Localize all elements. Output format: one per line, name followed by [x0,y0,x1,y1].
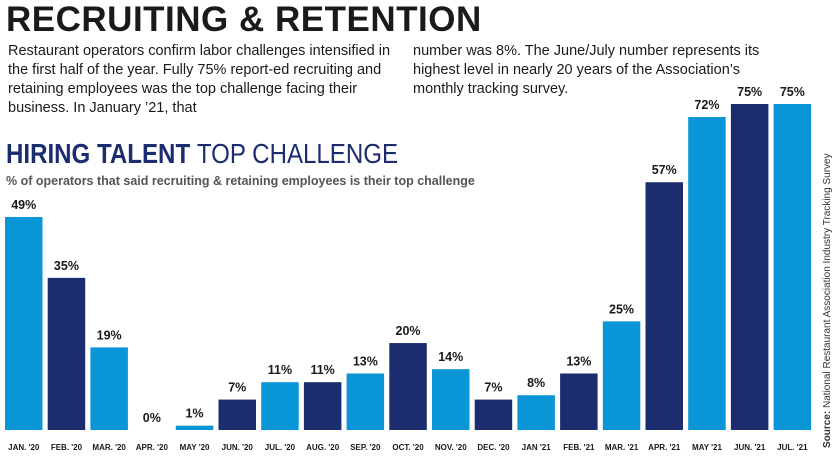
category-label: JUN. '21 [734,443,766,452]
bar-0 [5,217,43,430]
category-label: JUL. '20 [265,443,296,452]
bar-1 [47,277,86,430]
bar-value-label: 13% [566,354,591,368]
bar-12 [517,395,555,430]
bar-15 [645,182,683,430]
bar-7 [303,382,342,430]
bar-value-label: 11% [268,363,292,377]
bar-5 [218,399,256,430]
bar-value-label: 20% [396,324,421,338]
bar-13 [560,373,598,430]
bar-9 [389,343,427,430]
chart-title-light: TOP CHALLENGE [196,138,399,169]
category-label: MAR. '21 [605,443,639,452]
bar-value-label: 7% [228,381,246,395]
category-label: NOV. '20 [435,443,467,452]
category-label: MAY '20 [180,443,210,452]
source-text: National Restaurant Association Industry… [822,153,833,408]
category-label: MAR. '20 [92,443,126,452]
chart-subtitle: % of operators that said recruiting & re… [6,174,475,188]
bar-value-label: 1% [186,407,204,421]
bar-14 [602,321,641,430]
category-label: DEC. '20 [477,443,510,452]
category-label: FEB. '20 [51,443,83,452]
bar-value-label: 49% [11,198,36,212]
bar-value-label: 72% [694,98,719,112]
bar-value-label: 11% [310,363,334,377]
bar-18 [773,104,812,430]
bar-11 [474,399,513,430]
category-label: APR. '21 [648,443,681,452]
category-label: OCT. '20 [392,443,424,452]
bar-value-label: 57% [652,163,677,177]
bar-8 [346,373,385,430]
bar-value-label: 7% [484,381,502,395]
category-label: JAN. '20 [8,443,40,452]
source-label: Source: [822,410,833,448]
source-note: Source: National Restaurant Association … [822,108,833,456]
category-label: SEP. '20 [350,443,381,452]
intro-text-left: Restaurant operators confirm labor chall… [8,43,391,116]
bar-value-label: 19% [97,328,122,342]
category-label: FEB. '21 [563,443,595,452]
headline: RECRUITING & RETENTION [6,0,482,39]
category-label: JAN '21 [522,443,552,452]
category-label: AUG. '20 [306,443,340,452]
bar-value-label: 75% [780,85,805,99]
bar-value-label: 75% [737,85,762,99]
bar-10 [432,369,470,430]
category-label: JUN. '20 [222,443,254,452]
bar-value-label: 13% [353,354,378,368]
category-label: JUL. '21 [777,443,808,452]
bar-17 [730,104,769,430]
chart-title: HIRING TALENT TOP CHALLENGE [6,138,398,170]
intro-text-right: number was 8%. The June/July number repr… [413,43,760,97]
bar-2 [90,347,128,430]
chart-title-bold: HIRING TALENT [6,138,191,169]
bar-value-label: 35% [54,259,79,273]
bar-value-label: 25% [609,302,634,316]
bar-4 [175,425,214,430]
category-label: APR. '20 [136,443,169,452]
bar-value-label: 0% [143,411,161,425]
bar-6 [261,382,299,430]
category-label: MAY '21 [692,443,722,452]
bar-value-label: 14% [438,350,463,364]
bar-value-label: 8% [527,376,545,390]
bar-16 [688,117,726,430]
